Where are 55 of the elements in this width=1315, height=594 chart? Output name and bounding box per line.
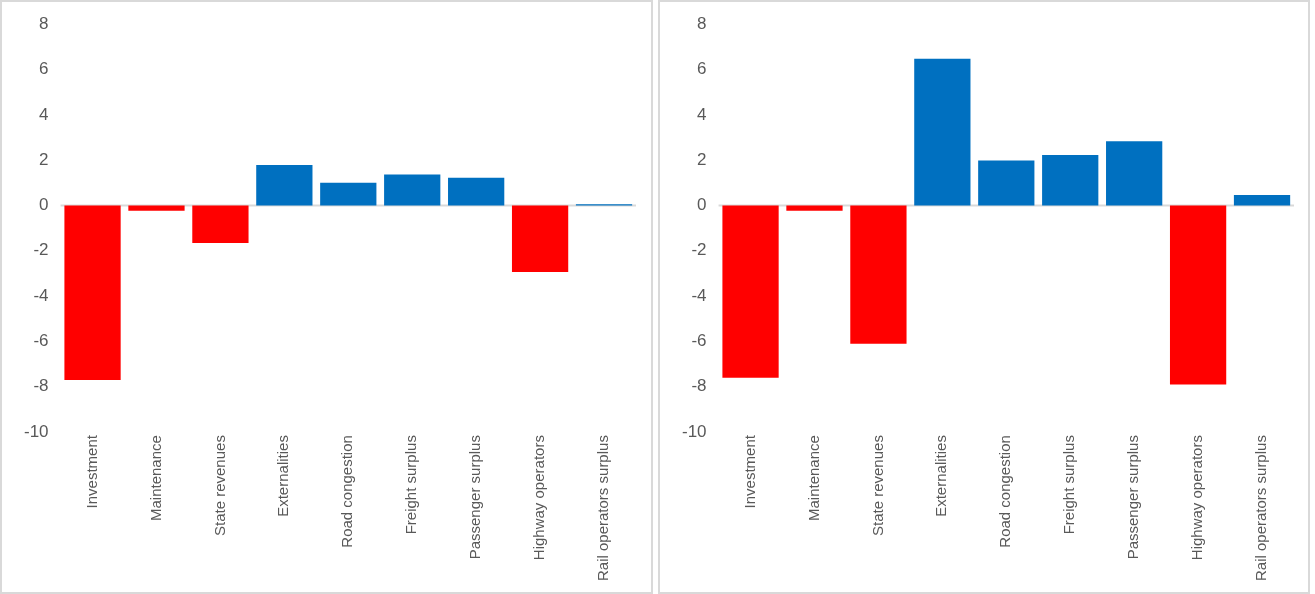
bar	[1105, 141, 1162, 206]
y-tick-label: 6	[39, 59, 49, 79]
y-tick-label: -8	[33, 376, 49, 396]
x-tick-label: Rail operators surplus	[594, 435, 612, 582]
x-tick-label: Maintenance	[804, 435, 822, 522]
x-tick-label: State revenues	[868, 435, 886, 537]
x-tick-label: Road congestion	[338, 435, 356, 548]
x-tick-label: Passenger surplus	[1123, 435, 1141, 560]
y-tick-label: -4	[33, 285, 49, 305]
x-tick-label: Rail operators surplus	[1251, 435, 1269, 582]
x-tick-label: Passenger surplus	[466, 435, 484, 560]
bar	[785, 205, 843, 211]
x-tick-label: Freight surplus	[402, 435, 420, 535]
x-tick-label: Externalities	[274, 435, 292, 517]
y-tick-label: 0	[39, 195, 49, 215]
y-tick-label: 6	[696, 59, 707, 79]
y-tick-label: -2	[33, 240, 49, 260]
bar	[448, 177, 505, 206]
x-tick-label: Highway operators	[1187, 435, 1205, 561]
x-tick-label: Externalities	[931, 435, 949, 517]
y-tick-label: -6	[690, 331, 707, 351]
y-tick-label: 0	[696, 195, 707, 215]
y-tick-label: -10	[23, 421, 49, 441]
bar	[849, 205, 907, 344]
y-tick-label: -8	[690, 376, 707, 396]
x-tick-label: Maintenance	[146, 435, 164, 522]
bar	[913, 58, 970, 206]
bar	[192, 205, 249, 244]
x-tick-label: Highway operators	[530, 435, 548, 561]
y-tick-label: -2	[690, 240, 707, 260]
y-tick-label: 2	[696, 149, 707, 169]
y-tick-label: 8	[39, 13, 49, 33]
bar	[256, 164, 313, 206]
y-tick-label: 8	[696, 13, 707, 33]
bar	[128, 205, 185, 211]
y-tick-label: -4	[690, 285, 707, 305]
bar	[977, 160, 1034, 206]
bar	[1041, 154, 1098, 206]
bar	[1233, 195, 1290, 206]
x-tick-label: Investment	[82, 434, 100, 509]
x-tick-label: Road congestion	[995, 435, 1013, 548]
bar	[511, 205, 569, 272]
y-tick-label: 4	[696, 104, 707, 124]
bar	[384, 174, 441, 206]
y-tick-label: -10	[681, 421, 707, 441]
bar	[320, 182, 377, 206]
y-tick-label: 2	[39, 149, 49, 169]
y-tick-label: 4	[39, 104, 49, 124]
bar	[64, 205, 121, 380]
bar	[721, 205, 779, 378]
y-tick-label: -6	[33, 331, 49, 351]
bar	[1169, 205, 1226, 385]
x-tick-label: Freight surplus	[1059, 435, 1077, 535]
x-tick-label: State revenues	[210, 435, 228, 537]
x-tick-label: Investment	[740, 434, 758, 509]
